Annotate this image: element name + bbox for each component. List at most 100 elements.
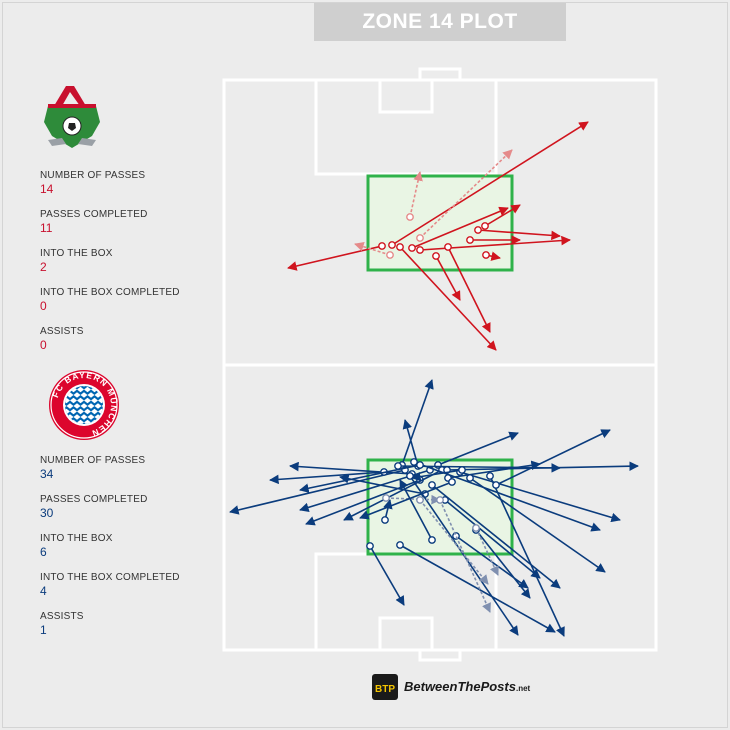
lokomotiv-stats: NUMBER OF PASSES 14 PASSES COMPLETED 11 … (40, 170, 220, 365)
diamond (66, 403, 74, 409)
bottom-goal (418, 648, 462, 662)
pass-arrow (447, 246, 491, 333)
stat-value: 14 (40, 182, 54, 196)
stat-label: PASSES COMPLETED (40, 494, 148, 505)
diamond (70, 397, 77, 404)
pass-arrow (419, 149, 513, 239)
bottom-six-yard-box (378, 616, 434, 652)
pass-origin (386, 251, 394, 259)
pass-origin (410, 458, 418, 466)
pass-origin (472, 524, 480, 532)
pass-origin (388, 241, 396, 249)
stat-value: 11 (40, 221, 53, 235)
stat-value: 4 (40, 584, 47, 598)
stat-label: INTO THE BOX (40, 248, 113, 259)
stat-label: ASSISTS (40, 611, 84, 622)
lokomotiv-passes (287, 121, 589, 351)
pass-origin (482, 251, 490, 259)
branding: BTP BetweenThePosts.net (370, 670, 530, 704)
pass-origin (382, 494, 390, 502)
diamond (91, 408, 98, 415)
diamond (77, 419, 84, 424)
diamond (73, 403, 81, 409)
pass-origin (481, 222, 489, 230)
pass-arrow (359, 481, 453, 520)
pass-arrow (469, 477, 606, 573)
diamond (73, 414, 81, 420)
diamond (70, 408, 77, 415)
pass-arrow (391, 121, 589, 246)
stat-value: 30 (40, 506, 54, 520)
pass-origin (436, 496, 444, 504)
pass-arrow (413, 461, 601, 532)
pass-origin (486, 472, 494, 480)
pass-arrow (399, 544, 556, 633)
stat-value: 2 (40, 260, 47, 274)
pass-origin (406, 213, 414, 221)
pass-origin (416, 234, 424, 242)
pass-origin (396, 243, 404, 251)
stat-label: INTO THE BOX COMPLETED (40, 287, 180, 298)
pass-arrow (354, 242, 391, 256)
diamond (65, 397, 70, 404)
pass-origin (428, 536, 436, 544)
pass-origin (408, 244, 416, 252)
diamond (77, 408, 84, 415)
stat-value: 34 (40, 467, 54, 481)
pass-arrow (401, 379, 434, 466)
pass-origin (452, 532, 460, 540)
page-title: ZONE 14 PLOT (314, 3, 566, 41)
pass-origin (466, 236, 474, 244)
pass-arrow (475, 527, 499, 576)
pass-arrow (339, 473, 426, 495)
pass-arrow (385, 494, 441, 505)
pass-arrow (459, 471, 621, 523)
pass-origin (428, 481, 436, 489)
pass-arrow (289, 461, 413, 475)
pass-origin (492, 481, 500, 489)
pass-origin (416, 496, 424, 504)
pass-arrow (489, 475, 565, 637)
diamond (98, 408, 103, 415)
brand-name-text: BetweenThePosts (404, 679, 516, 694)
pass-origin (474, 226, 482, 234)
diamond (84, 397, 91, 404)
pass-arrow (411, 469, 463, 482)
diamond (84, 408, 91, 415)
pass-arrow (475, 529, 531, 599)
stat-label: INTO THE BOX COMPLETED (40, 572, 180, 583)
diamond (94, 403, 102, 409)
stat-label: ASSISTS (40, 326, 84, 337)
pass-arrow (435, 255, 461, 301)
stat-value: 0 (40, 338, 47, 352)
diamond (84, 386, 91, 393)
diamond (87, 403, 95, 409)
pass-arrow (447, 460, 541, 479)
stat-label: INTO THE BOX (40, 533, 113, 544)
diamond (80, 414, 88, 420)
pass-arrow (484, 204, 521, 227)
pass-arrow (419, 499, 489, 585)
diamond (91, 397, 98, 404)
top-six-yard-box (378, 78, 434, 114)
pass-arrow (411, 206, 509, 249)
pass-origin (381, 516, 389, 524)
pass-arrow (495, 429, 611, 486)
pass-arrow (437, 431, 519, 466)
diamond (87, 392, 95, 398)
btp-logo-icon: BTP (372, 674, 398, 700)
diamond (80, 392, 88, 398)
pass-arrow (409, 171, 423, 218)
pass-arrow (369, 545, 405, 606)
stat-label: PASSES COMPLETED (40, 209, 148, 220)
pass-origin (444, 243, 452, 251)
top-goal (418, 67, 462, 82)
diamond (87, 414, 95, 420)
diamond (84, 419, 91, 424)
diamond (77, 386, 84, 393)
pass-origin (396, 541, 404, 549)
pass-arrow (399, 246, 497, 351)
